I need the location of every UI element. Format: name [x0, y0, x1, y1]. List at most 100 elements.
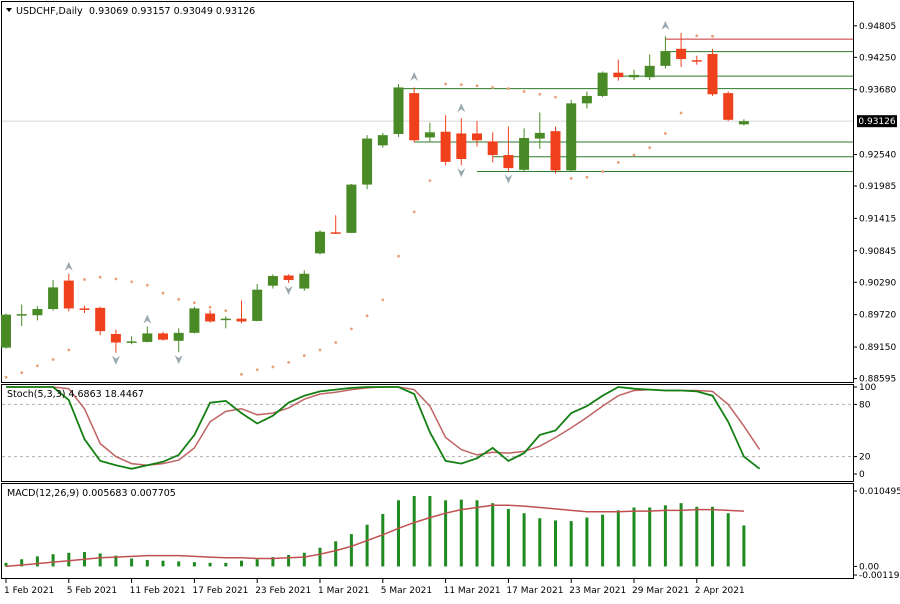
sar-dot	[350, 327, 353, 331]
sar-dot	[130, 280, 134, 284]
price-tick-label: 0.93680	[859, 86, 896, 96]
sar-dot	[4, 375, 8, 379]
stoch-main-line	[6, 386, 761, 470]
candle-body	[519, 138, 530, 170]
sar-dot	[365, 314, 369, 318]
macd-tick-label: 0.00	[859, 562, 879, 572]
date-label: 11 Mar 2021	[444, 586, 501, 596]
macd-bar	[318, 547, 322, 567]
macd-bar	[67, 552, 71, 567]
macd-bar	[538, 518, 542, 567]
sar-dot	[114, 277, 118, 281]
macd-bar	[444, 500, 448, 567]
macd-bar	[130, 558, 134, 567]
fractal-down-icon	[284, 285, 293, 295]
price-tick-label: 0.94805	[859, 22, 896, 32]
candle-body	[723, 93, 734, 120]
date-label: 23 Feb 2021	[255, 586, 311, 596]
macd-bar	[601, 514, 605, 567]
candle-body	[738, 121, 749, 125]
stoch-tick-label: 80	[859, 400, 871, 410]
sar-dot	[711, 34, 714, 38]
price-tick-label: 0.89150	[859, 343, 896, 353]
date-label: 23 Mar 2021	[569, 586, 626, 596]
macd-bar	[585, 517, 589, 567]
candle-body	[676, 48, 687, 60]
macd-bar	[334, 541, 338, 567]
fractal-down-icon	[111, 355, 120, 365]
macd-bar	[726, 513, 730, 567]
macd-bar	[177, 561, 181, 567]
candle-body	[252, 289, 263, 321]
macd-bar	[742, 525, 746, 567]
candle-body	[236, 318, 247, 322]
macd-bar	[491, 503, 495, 567]
candle-body	[581, 95, 592, 104]
candle-body	[613, 72, 624, 78]
price-pane-frame	[1, 1, 854, 383]
collapse-triangle-icon[interactable]	[6, 8, 12, 12]
macd-bar	[428, 495, 432, 567]
candle-body	[299, 273, 310, 289]
macd-tick-label: -0.001193	[859, 571, 900, 581]
date-label: 1 Feb 2021	[4, 586, 54, 596]
sar-dot	[428, 179, 432, 183]
candle-body	[424, 132, 435, 138]
candle-body	[409, 93, 420, 141]
horizontal-levels	[2, 38, 853, 173]
candle-body	[597, 72, 608, 96]
current-price-marker: 0.93126	[857, 115, 897, 128]
fractal-down-icon	[457, 168, 466, 178]
candle-body	[189, 308, 200, 333]
candle-body	[534, 132, 545, 139]
sar-dot	[569, 176, 573, 180]
ohlc-label: 0.93069 0.93157 0.93049 0.93126	[89, 6, 255, 17]
macd-bar	[475, 500, 479, 567]
sar-dot	[83, 278, 86, 281]
stoch-tick-label: 20	[859, 453, 871, 463]
candle-body	[95, 307, 106, 332]
macd-bar	[192, 562, 196, 567]
sar-dot	[334, 341, 338, 344]
sar-dot	[224, 309, 228, 313]
macd-bar	[663, 505, 667, 567]
macd-bar	[459, 499, 463, 567]
macd-bar	[554, 520, 557, 567]
candle-body	[440, 131, 451, 162]
sar-dot	[287, 360, 290, 364]
candle-body	[377, 135, 388, 146]
macd-bar	[98, 553, 102, 567]
date-label: 11 Feb 2021	[130, 586, 186, 596]
sar-dot	[601, 170, 604, 173]
sar-dot	[616, 161, 620, 164]
candle-body	[346, 184, 357, 233]
candle-body	[629, 74, 639, 78]
sar-dot	[679, 111, 683, 115]
fractal-up-icon	[457, 103, 466, 113]
candle-body	[472, 133, 482, 141]
stoch-axis: 100 80 20 0	[853, 383, 876, 480]
candle-body	[503, 155, 514, 169]
sar-dot	[664, 132, 667, 135]
macd-bar	[506, 508, 510, 567]
fractal-down-icon	[174, 355, 183, 365]
candle-body	[315, 231, 325, 254]
macd-bar	[255, 559, 259, 567]
sar-dot	[507, 87, 510, 90]
stochastic-lines	[2, 386, 853, 470]
candle-body	[362, 138, 373, 185]
macd-signal-line	[5, 504, 744, 568]
candle-body	[48, 287, 59, 309]
candle-body	[660, 51, 671, 66]
candle-body	[550, 131, 561, 171]
fractal-up-icon	[661, 20, 670, 30]
sar-dot	[381, 298, 385, 302]
sar-dot	[397, 254, 400, 258]
candle-body	[173, 332, 184, 341]
sar-dot	[412, 210, 416, 214]
price-tick-label: 0.90290	[859, 278, 896, 288]
sar-dot	[538, 92, 542, 96]
candle-body	[393, 87, 404, 135]
